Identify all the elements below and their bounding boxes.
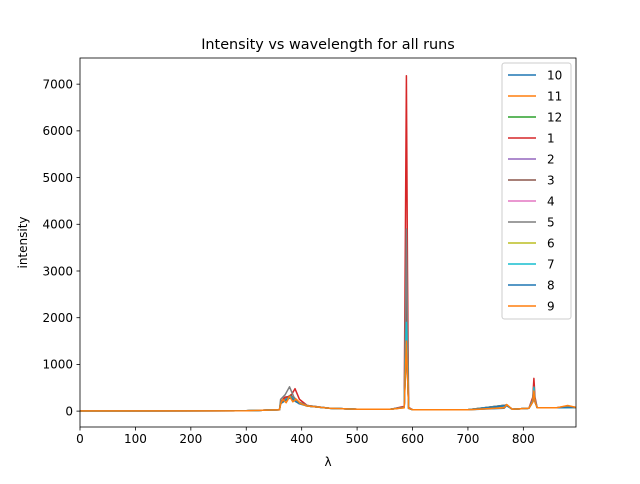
- chart-title: Intensity vs wavelength for all runs: [201, 37, 455, 53]
- x-tick-label: 200: [179, 432, 202, 446]
- y-tick-label: 4000: [42, 218, 73, 232]
- x-tick-label: 300: [235, 432, 258, 446]
- legend-label: 8: [547, 279, 555, 293]
- legend-label: 3: [547, 174, 555, 188]
- y-axis: 0 1000 2000 3000 4000 5000 6000 7000: [42, 77, 80, 418]
- y-tick-label: 3000: [42, 264, 73, 278]
- x-tick-label: 800: [512, 432, 535, 446]
- x-axis: 0 100 200 300 400 500 600 700 800: [76, 427, 535, 446]
- x-tick-label: 100: [124, 432, 147, 446]
- x-tick-label: 700: [456, 432, 479, 446]
- y-tick-label: 0: [65, 404, 73, 418]
- legend-label: 2: [547, 153, 555, 167]
- legend-label: 4: [547, 195, 555, 209]
- plot-frame: [79, 57, 577, 428]
- y-tick-label: 2000: [42, 311, 73, 325]
- x-tick-label: 400: [290, 432, 313, 446]
- legend-label: 5: [547, 216, 555, 230]
- legend-label: 12: [547, 111, 562, 125]
- y-tick-label: 5000: [42, 171, 73, 185]
- legend-label: 6: [547, 237, 555, 251]
- x-tick-label: 500: [346, 432, 369, 446]
- y-axis-label: intensity: [16, 216, 30, 268]
- legend-box: [501, 62, 572, 320]
- legend-label: 9: [547, 300, 555, 314]
- legend-label: 1: [547, 132, 555, 146]
- legend-label: 10: [547, 69, 562, 83]
- series-line-9: [80, 340, 576, 412]
- x-tick-label: 600: [401, 432, 424, 446]
- series-layer: [80, 74, 576, 412]
- legend-label: 7: [547, 258, 555, 272]
- y-tick-label: 7000: [42, 77, 73, 91]
- legend-label: 11: [547, 90, 562, 104]
- x-tick-label: 0: [76, 432, 84, 446]
- y-tick-label: 6000: [42, 124, 73, 138]
- x-axis-label: λ: [324, 455, 331, 469]
- y-tick-label: 1000: [42, 358, 73, 372]
